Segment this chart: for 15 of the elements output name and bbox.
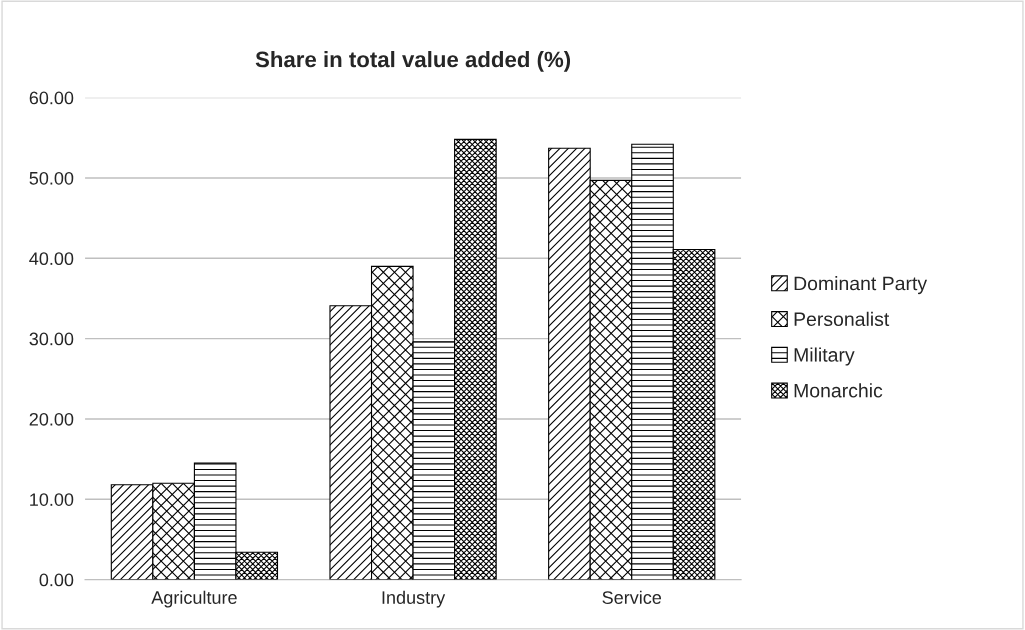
y-tick-label: 40.00 [29,252,74,266]
y-tick-label: 10.00 [30,493,74,506]
legend-label: Personalist [794,311,890,327]
x-tick-label: Agriculture [151,590,237,608]
y-tick-label: 60.00 [29,91,74,105]
legend-label: Military [794,347,855,366]
y-tick-label: 30.00 [29,332,74,346]
x-tick-label: Industry [382,590,446,608]
y-tick-label: 0.00 [39,573,74,587]
legend-label: Dominant Party [794,276,928,295]
legend-label: Monarchic [794,383,883,398]
y-tick-label: 20.00 [29,412,74,426]
chart-title: Share in total value added (%) [255,50,571,72]
x-tick-label: Service [602,590,662,604]
y-tick-label: 50.00 [29,171,74,185]
